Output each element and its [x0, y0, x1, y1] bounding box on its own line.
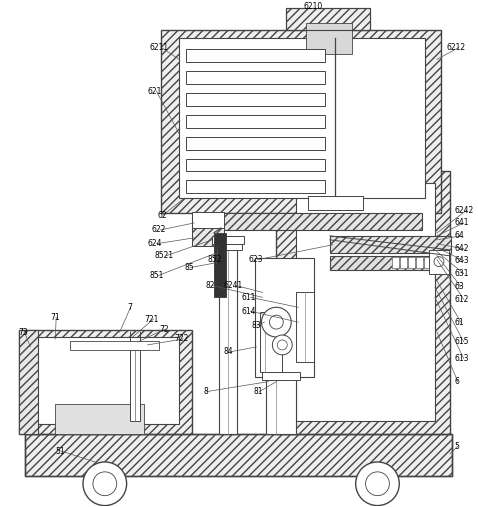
Bar [179, 38, 425, 198]
Bar [261, 312, 282, 372]
Bar [400, 257, 407, 268]
Text: 631: 631 [455, 269, 469, 278]
Bar [130, 350, 140, 421]
Bar [186, 93, 325, 106]
Bar [440, 257, 447, 268]
Text: 611: 611 [242, 293, 256, 302]
Text: 621: 621 [147, 87, 162, 96]
Circle shape [366, 472, 390, 496]
Bar [214, 233, 226, 297]
Text: 622: 622 [152, 226, 166, 234]
Bar [186, 50, 325, 62]
Circle shape [83, 462, 127, 505]
Text: 623: 623 [249, 255, 263, 264]
Bar [55, 405, 144, 434]
Text: 7: 7 [128, 303, 132, 312]
Text: 722: 722 [174, 335, 189, 343]
Bar [161, 29, 441, 213]
Bar [296, 293, 314, 362]
Text: 83: 83 [251, 320, 261, 330]
Bar [286, 8, 369, 29]
Bar [70, 341, 159, 350]
Text: 624: 624 [147, 239, 162, 248]
Bar [276, 171, 450, 434]
Text: 8521: 8521 [154, 251, 174, 260]
Bar [306, 23, 352, 54]
Bar [25, 434, 452, 476]
Bar [192, 212, 224, 246]
Text: 615: 615 [455, 338, 469, 346]
Text: 72: 72 [159, 324, 169, 334]
Text: 71: 71 [50, 313, 60, 321]
Circle shape [277, 340, 287, 350]
Text: 51: 51 [55, 447, 65, 455]
Bar [254, 258, 314, 377]
Text: 643: 643 [455, 256, 469, 265]
Bar [186, 71, 325, 84]
Bar [330, 256, 434, 270]
Bar [262, 372, 300, 380]
Bar [266, 375, 296, 434]
Text: 641: 641 [455, 219, 469, 228]
Bar [192, 213, 422, 230]
Text: 851: 851 [150, 271, 164, 280]
Bar [429, 250, 449, 274]
Bar [408, 257, 415, 268]
Text: 613: 613 [455, 354, 469, 364]
Text: 82: 82 [206, 281, 216, 290]
Bar [186, 159, 325, 171]
Text: 612: 612 [455, 295, 469, 304]
Text: 614: 614 [242, 307, 256, 316]
Bar [33, 337, 179, 424]
Bar [186, 137, 325, 150]
Bar [330, 236, 451, 252]
Circle shape [356, 462, 399, 505]
Text: 6242: 6242 [455, 205, 474, 214]
Text: 84: 84 [224, 347, 233, 356]
Bar [19, 330, 38, 434]
Circle shape [270, 315, 283, 329]
Bar [296, 184, 435, 421]
Text: 61: 61 [455, 317, 465, 327]
Text: 5: 5 [455, 442, 460, 451]
Text: 85: 85 [184, 263, 194, 272]
Circle shape [272, 335, 292, 355]
Text: 6210: 6210 [303, 3, 322, 11]
Circle shape [93, 472, 117, 496]
Bar [214, 242, 242, 250]
Bar [416, 257, 423, 268]
Circle shape [261, 307, 291, 337]
Bar [392, 257, 399, 268]
Bar [192, 228, 224, 246]
Text: 852: 852 [208, 255, 222, 264]
Bar [186, 180, 325, 193]
Text: 6: 6 [455, 377, 460, 386]
Text: 8: 8 [204, 387, 209, 396]
Bar [186, 115, 325, 128]
Circle shape [434, 257, 444, 267]
Text: 6211: 6211 [150, 43, 169, 52]
Text: 73: 73 [19, 328, 28, 337]
Bar [19, 330, 192, 434]
Bar [432, 257, 439, 268]
Text: 64: 64 [455, 231, 465, 240]
Text: 63: 63 [455, 282, 465, 291]
Bar [212, 236, 244, 244]
Bar [25, 434, 452, 476]
Bar [286, 8, 369, 29]
Bar [219, 248, 237, 434]
Text: 721: 721 [144, 315, 159, 323]
Bar [424, 257, 431, 268]
Text: 81: 81 [253, 387, 263, 396]
Bar [308, 196, 363, 210]
Text: 6212: 6212 [447, 43, 466, 52]
Text: 6241: 6241 [224, 281, 243, 290]
Text: 642: 642 [455, 244, 469, 254]
Text: 62: 62 [157, 210, 167, 220]
